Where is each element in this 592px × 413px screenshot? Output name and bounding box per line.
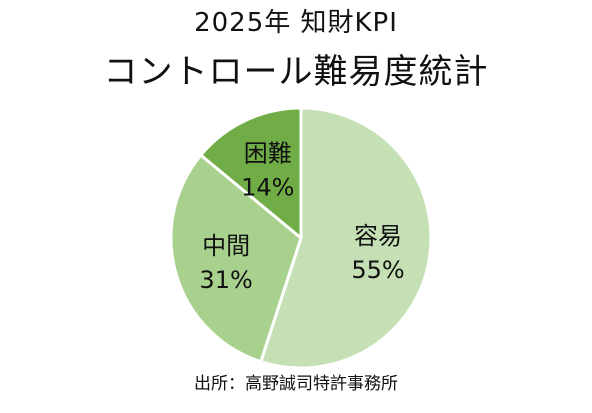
pie-slice-1 [259, 106, 433, 370]
chart-title: 2025年 知財KPI [194, 8, 398, 38]
pie-slice-3 [199, 106, 303, 240]
slice-value-label: 31% [199, 266, 252, 294]
pie-slice-2 [169, 153, 303, 364]
source-note: 出所：高野誠司特許事務所 [194, 374, 398, 394]
slice-category-label: 困難 [244, 139, 292, 167]
chart-subtitle: コントロール難易度統計 [103, 52, 489, 92]
pie-labels: 容易 55% 中間 31% 困難 14% [199, 139, 404, 293]
slice-value-label: 14% [241, 173, 294, 201]
pie-slices [169, 106, 433, 370]
slice-category-label: 中間 [202, 232, 250, 260]
slice-value-label: 55% [351, 256, 404, 284]
slice-category-label: 容易 [354, 222, 402, 250]
